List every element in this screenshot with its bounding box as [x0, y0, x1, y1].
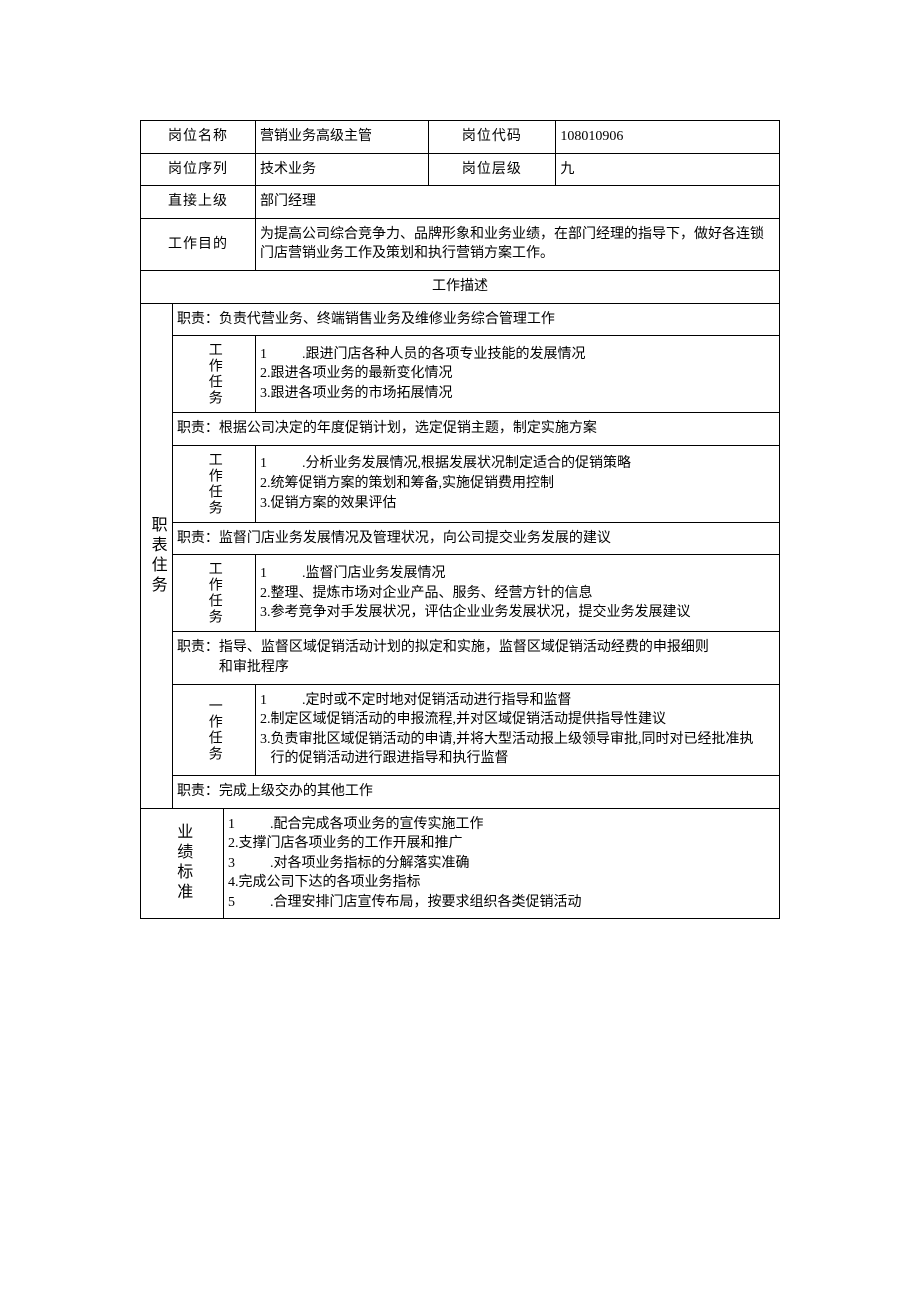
value-position-series: 技术业务	[255, 153, 428, 186]
row-task-3: 工作任务 1 .监督门店业务发展情况 2.整理、提炼市场对企业产品、服务、经营方…	[141, 555, 780, 632]
job-table: 岗位名称 营销业务高级主管 岗位代码 108010906 岗位序列 技术业务 岗…	[140, 120, 780, 919]
row-supervisor: 直接上级 部门经理	[141, 186, 780, 219]
task-3-text: 1 .监督门店业务发展情况 2.整理、提炼市场对企业产品、服务、经营方针的信息 …	[255, 555, 779, 632]
row-standards: 业绩标准 1 .配合完成各项业务的宣传实施工作 2.支撑门店各项业务的工作开展和…	[141, 808, 780, 919]
label-position-name: 岗位名称	[141, 121, 256, 154]
task-label-2: 工作任务	[204, 452, 224, 516]
row-position-series: 岗位序列 技术业务 岗位层级 九	[141, 153, 780, 186]
task-label-3: 工作任务	[204, 561, 224, 625]
job-description-page: 岗位名称 营销业务高级主管 岗位代码 108010906 岗位序列 技术业务 岗…	[0, 0, 920, 919]
duty-4-text: 职责：指导、监督区域促销活动计划的拟定和实施，监督区域促销活动经费的申报细则 和…	[172, 632, 779, 684]
label-position-level: 岗位层级	[428, 153, 556, 186]
row-task-1: 工作任务 1 .跟进门店各种人员的各项专业技能的发展情况 2.跟进各项业务的最新…	[141, 336, 780, 413]
row-duty-1: 职表住务 职责：负责代营业务、终端销售业务及维修业务综合管理工作	[141, 303, 780, 336]
task-label-1-cell: 工作任务	[172, 336, 255, 413]
task-label-1: 工作任务	[204, 342, 224, 406]
row-duty-3: 职责：监督门店业务发展情况及管理状况，向公司提交业务发展的建议	[141, 522, 780, 555]
value-supervisor: 部门经理	[255, 186, 779, 219]
standards-text: 1 .配合完成各项业务的宣传实施工作 2.支撑门店各项业务的工作开展和推广 3 …	[224, 808, 780, 919]
row-position-name: 岗位名称 营销业务高级主管 岗位代码 108010906	[141, 121, 780, 154]
value-position-code: 108010906	[556, 121, 780, 154]
standards-label: 业绩标准	[171, 823, 193, 903]
task-4-text: 1 .定时或不定时地对促销活动进行指导和监督 2.制定区域促销活动的申报流程,并…	[255, 684, 779, 775]
task-label-4-cell: 一作任务	[172, 684, 255, 775]
side-duties-label-cell: 职表住务	[141, 303, 173, 808]
duty-3-text: 职责：监督门店业务发展情况及管理状况，向公司提交业务发展的建议	[172, 522, 779, 555]
value-purpose: 为提高公司综合竞争力、品牌形象和业务业绩，在部门经理的指导下，做好各连锁门店营销…	[255, 218, 779, 270]
task-label-3-cell: 工作任务	[172, 555, 255, 632]
label-supervisor: 直接上级	[141, 186, 256, 219]
standards-label-cell: 业绩标准	[141, 808, 224, 919]
task-label-4: 一作任务	[204, 698, 224, 762]
duty-2-text: 职责：根据公司决定的年度促销计划，选定促销主题，制定实施方案	[172, 413, 779, 446]
row-duty-2: 职责：根据公司决定的年度促销计划，选定促销主题，制定实施方案	[141, 413, 780, 446]
duty-1-text: 职责：负责代营业务、终端销售业务及维修业务综合管理工作	[172, 303, 779, 336]
label-position-code: 岗位代码	[428, 121, 556, 154]
value-position-name: 营销业务高级主管	[255, 121, 428, 154]
row-duty-4: 职责：指导、监督区域促销活动计划的拟定和实施，监督区域促销活动经费的申报细则 和…	[141, 632, 780, 684]
label-position-series: 岗位序列	[141, 153, 256, 186]
label-purpose: 工作目的	[141, 218, 256, 270]
section-title: 工作描述	[141, 270, 780, 303]
row-task-4: 一作任务 1 .定时或不定时地对促销活动进行指导和监督 2.制定区域促销活动的申…	[141, 684, 780, 775]
value-position-level: 九	[556, 153, 780, 186]
row-duty-5: 职责：完成上级交办的其他工作	[141, 775, 780, 808]
task-label-2-cell: 工作任务	[172, 445, 255, 522]
row-purpose: 工作目的 为提高公司综合竞争力、品牌形象和业务业绩，在部门经理的指导下，做好各连…	[141, 218, 780, 270]
task-1-text: 1 .跟进门店各种人员的各项专业技能的发展情况 2.跟进各项业务的最新变化情况 …	[255, 336, 779, 413]
row-section-title: 工作描述	[141, 270, 780, 303]
row-task-2: 工作任务 1 .分析业务发展情况,根据发展状况制定适合的促销策略 2.统筹促销方…	[141, 445, 780, 522]
task-2-text: 1 .分析业务发展情况,根据发展状况制定适合的促销策略 2.统筹促销方案的策划和…	[255, 445, 779, 522]
side-duties-label: 职表住务	[145, 516, 167, 596]
duty-5-text: 职责：完成上级交办的其他工作	[172, 775, 779, 808]
